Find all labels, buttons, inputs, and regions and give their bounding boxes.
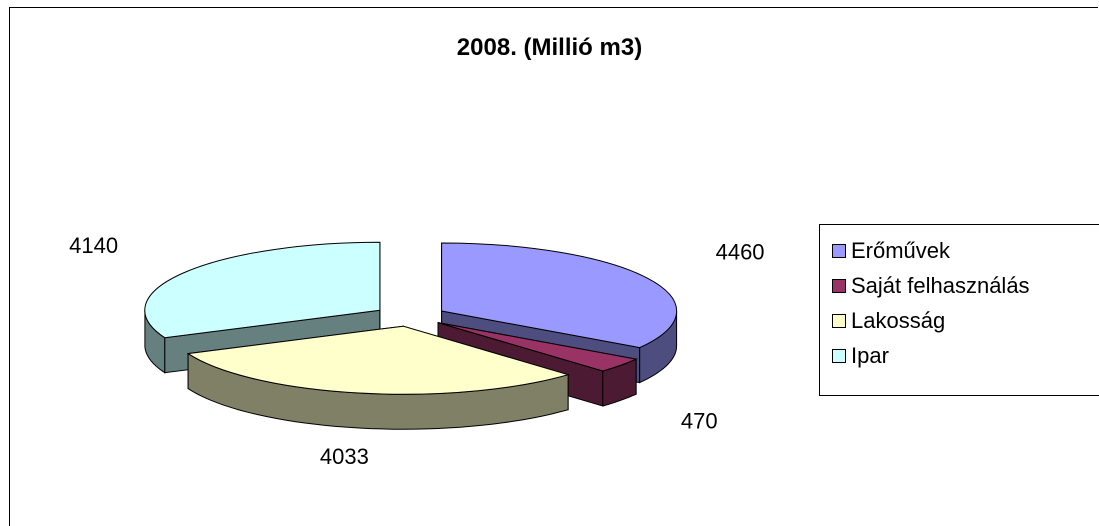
legend-label: Saját felhasználás — [851, 272, 1030, 298]
legend-item: Ipar — [820, 338, 1099, 373]
legend-item: Saját felhasználás — [820, 268, 1099, 303]
legend-swatch — [832, 348, 846, 363]
data-label: 4140 — [69, 233, 118, 258]
legend-item: Lakosság — [820, 303, 1099, 338]
legend-label: Lakosság — [851, 307, 946, 333]
data-label: 470 — [681, 409, 718, 434]
legend-swatch — [832, 278, 846, 293]
legend-label: Erőművek — [851, 237, 951, 263]
legend-item: Erőművek — [820, 233, 1099, 268]
data-label: 4033 — [320, 444, 369, 469]
chart-area — [9, 7, 1098, 526]
legend-swatch — [832, 313, 846, 328]
data-label: 4460 — [716, 240, 765, 265]
pie-slice-2 — [186, 325, 570, 430]
legend: Erőművek Saját felhasználás Lakosság Ipa… — [819, 224, 1099, 396]
legend-swatch — [832, 243, 846, 258]
chart-title: 2008. (Millió m3) — [456, 34, 643, 61]
legend-label: Ipar — [851, 342, 889, 368]
